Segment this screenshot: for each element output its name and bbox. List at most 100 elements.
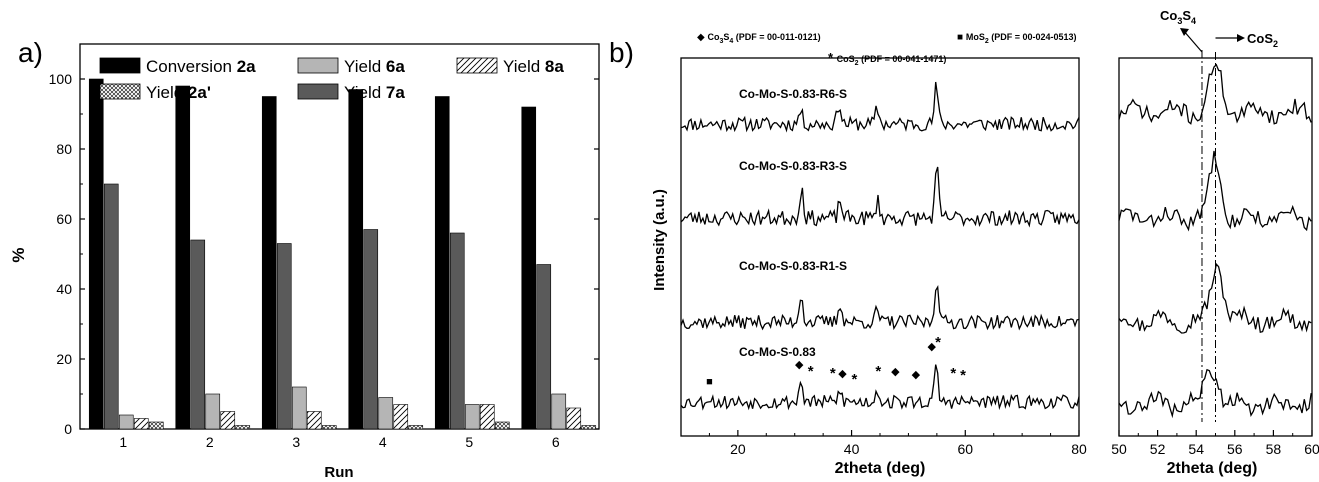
legend-entry: ◆ Co3S4 (PDF = 00-011-0121) bbox=[697, 32, 821, 45]
legend-entry: ■ MoS2 (PDF = 00-024-0513) bbox=[957, 32, 1077, 45]
x-tick-label: 52 bbox=[1150, 441, 1166, 457]
bar bbox=[581, 425, 597, 430]
panel-b-label: b) bbox=[609, 37, 634, 68]
panel-a-x-axis-label: Run bbox=[324, 464, 353, 481]
bar bbox=[235, 425, 251, 430]
trace-label: Co-Mo-S-0.83-R3-S bbox=[739, 159, 847, 173]
x-tick-label: 60 bbox=[1304, 441, 1319, 457]
xrd-zoom-trace bbox=[1118, 368, 1312, 419]
x-tick-label: 40 bbox=[844, 441, 860, 457]
bar bbox=[148, 421, 164, 430]
phase-marker: ◆ bbox=[912, 369, 921, 381]
phase-marker: * bbox=[830, 365, 836, 382]
legend-label: Yield 2a' bbox=[146, 83, 211, 102]
x-tick-label: 6 bbox=[552, 434, 560, 450]
legend-label: Yield 6a bbox=[344, 57, 405, 76]
phase-marker: ■ bbox=[706, 376, 713, 388]
legend-entry: * CoS2 (PDF = 00-041-1471) bbox=[828, 50, 946, 67]
legend-swatch bbox=[297, 57, 339, 74]
bar bbox=[393, 404, 409, 430]
bar bbox=[103, 183, 119, 430]
arrow-head bbox=[1237, 34, 1245, 42]
arrow-line bbox=[1182, 29, 1203, 53]
x-tick-label: 60 bbox=[957, 441, 973, 457]
bar bbox=[276, 243, 292, 430]
bar bbox=[408, 425, 424, 430]
x-tick-label: 58 bbox=[1266, 441, 1282, 457]
bar bbox=[378, 397, 394, 430]
xrd-zoom-trace bbox=[1118, 150, 1312, 232]
phase-marker: ◆ bbox=[838, 368, 847, 380]
phase-marker: * bbox=[851, 371, 857, 388]
bar bbox=[291, 386, 307, 430]
phase-marker: * bbox=[808, 363, 814, 380]
bar bbox=[133, 418, 149, 430]
bar bbox=[536, 264, 552, 430]
xrd-zoom-panel: 2theta (deg) 50 52 54 56 58 60 Co3S4 CoS2 bbox=[1111, 8, 1319, 477]
legend-swatch bbox=[99, 83, 141, 100]
xrd-trace bbox=[680, 285, 1080, 331]
phase-marker: * bbox=[960, 367, 966, 384]
panel-b-y-axis-label: Intensity (a.u.) bbox=[651, 189, 668, 291]
phase-marker: * bbox=[935, 334, 941, 351]
trace-label: Co-Mo-S-0.83 bbox=[739, 345, 816, 359]
phase-marker: ◆ bbox=[795, 359, 804, 371]
zoom-x-axis-label: 2theta (deg) bbox=[1167, 460, 1258, 477]
bar bbox=[551, 393, 567, 430]
phase-marker: ◆ bbox=[928, 341, 937, 353]
bar bbox=[363, 229, 379, 430]
bar bbox=[205, 393, 221, 430]
bar-chart-panel-a: a) % Run 0 20 40 60 80 100 1 2 3 4 5 6 Conversion … bbox=[9, 37, 600, 481]
bar bbox=[261, 96, 277, 430]
arrow-head bbox=[1180, 28, 1189, 36]
panel-a-plot-frame bbox=[79, 43, 600, 430]
y-tick-label: 80 bbox=[56, 141, 72, 157]
bar bbox=[348, 89, 364, 430]
y-tick-label: 60 bbox=[56, 211, 72, 227]
bar bbox=[464, 404, 480, 430]
xrd-trace bbox=[680, 81, 1080, 133]
panel-b-x-axis-label: 2theta (deg) bbox=[835, 460, 926, 477]
bar bbox=[434, 96, 450, 430]
bar bbox=[118, 414, 134, 430]
ref-label: Co3S4 bbox=[1160, 8, 1196, 26]
x-tick-label: 3 bbox=[292, 434, 300, 450]
bar bbox=[479, 404, 495, 430]
xrd-zoom-trace bbox=[1118, 262, 1312, 334]
xrd-trace bbox=[680, 364, 1080, 411]
x-tick-label: 50 bbox=[1111, 441, 1127, 457]
x-tick-label: 5 bbox=[465, 434, 473, 450]
x-tick-label: 54 bbox=[1188, 441, 1204, 457]
bar bbox=[175, 85, 191, 430]
trace-label: Co-Mo-S-0.83-R1-S bbox=[739, 259, 847, 273]
bar bbox=[88, 78, 104, 430]
xrd-zoom-trace bbox=[1118, 63, 1312, 125]
phase-marker: ◆ bbox=[891, 366, 900, 378]
bar bbox=[566, 407, 582, 430]
ref-label: CoS2 bbox=[1247, 31, 1278, 49]
bar bbox=[449, 232, 465, 430]
x-tick-label: 4 bbox=[379, 434, 387, 450]
xrd-panel-b: b) Intensity (a.u.) 2theta (deg) ◆ Co3S4… bbox=[609, 32, 1087, 477]
panel-a-label: a) bbox=[18, 37, 43, 68]
bar bbox=[190, 239, 206, 430]
legend-swatch bbox=[297, 83, 339, 100]
bar bbox=[220, 411, 236, 430]
legend-label: Yield 7a bbox=[344, 83, 405, 102]
legend-swatch bbox=[456, 57, 498, 74]
y-tick-label: 40 bbox=[56, 281, 72, 297]
trace-label: Co-Mo-S-0.83-R6-S bbox=[739, 87, 847, 101]
xrd-trace bbox=[680, 166, 1080, 228]
x-tick-label: 20 bbox=[730, 441, 746, 457]
y-tick-label: 0 bbox=[64, 421, 72, 437]
legend-swatch bbox=[99, 57, 141, 74]
legend-label: Yield 8a bbox=[503, 57, 564, 76]
bar bbox=[306, 411, 322, 430]
x-tick-label: 1 bbox=[119, 434, 127, 450]
x-tick-label: 2 bbox=[206, 434, 214, 450]
bar bbox=[521, 106, 537, 430]
bar bbox=[321, 425, 337, 430]
legend-label: Conversion 2a bbox=[146, 57, 256, 76]
panel-a-y-axis-label: % bbox=[9, 247, 28, 262]
